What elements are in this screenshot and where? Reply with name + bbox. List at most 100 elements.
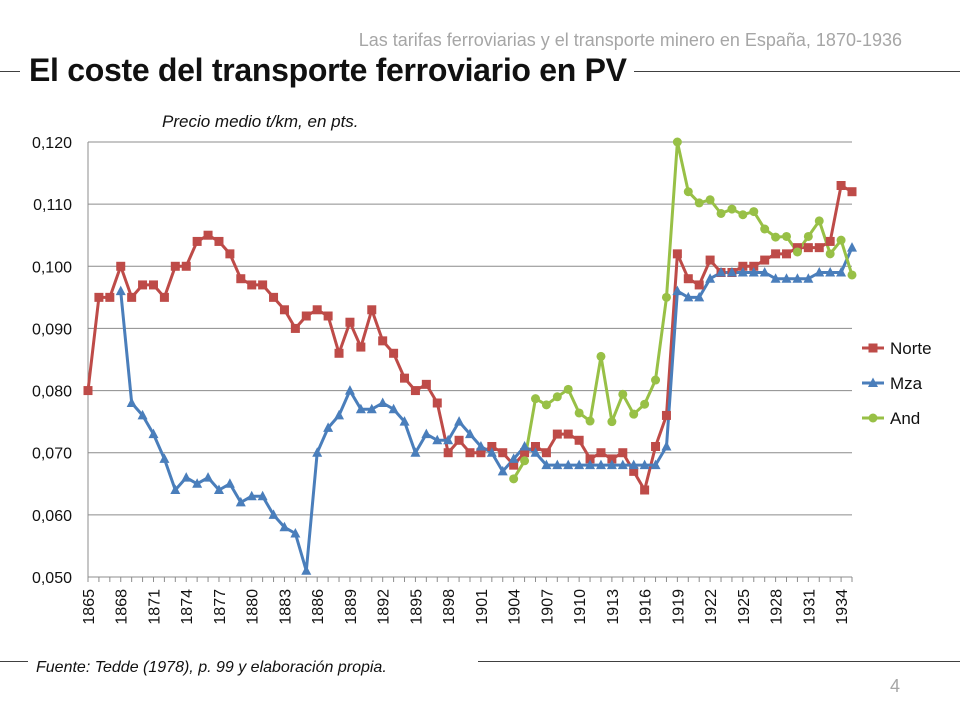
x-tick-label: 1928 <box>769 589 786 625</box>
gridlines <box>88 141 852 516</box>
presentation-header: Las tarifas ferroviarias y el transporte… <box>358 30 902 50</box>
line-chart: 0,050 0,060 0,070 0,080 0,090 0,100 0,110 0,120… <box>32 135 932 625</box>
data-point-norte <box>541 448 551 458</box>
data-point-and <box>640 399 650 409</box>
data-point-norte <box>236 274 246 284</box>
y-tick-label: 0,070 <box>32 446 72 463</box>
data-point-norte <box>629 466 639 476</box>
data-point-mza <box>814 267 825 277</box>
y-tick-label: 0,120 <box>32 135 72 152</box>
x-tick-label: 1889 <box>343 589 360 625</box>
data-point-and <box>651 375 661 385</box>
data-point-norte <box>487 442 497 451</box>
x-tick-label: 1931 <box>801 589 818 625</box>
data-point-norte <box>607 454 617 464</box>
data-point-mza <box>683 291 694 302</box>
y-tick-label: 0,080 <box>32 384 72 401</box>
data-point-and <box>530 394 540 404</box>
data-point-mza <box>137 409 148 420</box>
data-point-norte <box>683 274 693 284</box>
data-point-and <box>509 474 519 484</box>
data-point-norte <box>181 261 191 271</box>
page-number: 4 <box>889 676 900 696</box>
data-point-and <box>749 207 759 217</box>
title-rule-right <box>634 71 960 72</box>
data-point-and <box>716 208 726 218</box>
x-tick-label: 1892 <box>376 589 393 625</box>
title-rule-left <box>0 71 20 72</box>
data-point-mza <box>213 484 224 494</box>
data-point-mza <box>803 273 814 283</box>
legend-label: Norte <box>890 339 932 358</box>
data-point-mza <box>366 403 377 414</box>
data-point-mza <box>475 441 486 451</box>
data-point-mza <box>181 472 192 482</box>
data-point-norte <box>640 485 650 495</box>
data-point-norte <box>749 261 759 271</box>
data-point-mza <box>268 509 279 519</box>
data-point-mza <box>497 465 508 476</box>
data-point-and <box>694 198 704 208</box>
data-point-mza <box>355 403 366 414</box>
data-point-norte <box>400 373 410 383</box>
data-point-mza <box>290 528 301 538</box>
data-point-norte <box>334 348 344 358</box>
data-point-norte <box>618 448 628 458</box>
data-point-mza <box>203 472 214 482</box>
data-point-mza <box>606 459 617 470</box>
y-tick-label: 0,050 <box>32 570 72 587</box>
data-point-and <box>727 204 737 214</box>
legend-marker-norte <box>868 343 878 353</box>
data-point-norte <box>498 448 508 458</box>
data-point-mza <box>639 459 650 470</box>
x-tick-label: 1871 <box>146 589 163 625</box>
y-tick-label: 0,100 <box>32 259 72 276</box>
x-tick-label: 1901 <box>474 589 491 625</box>
data-point-mza <box>115 285 126 296</box>
data-point-norte <box>127 292 137 302</box>
data-point-mza <box>530 447 541 457</box>
data-point-norte <box>312 305 322 315</box>
data-point-norte <box>192 236 202 246</box>
series-line-and <box>512 140 854 480</box>
data-point-mza <box>246 490 257 501</box>
data-point-mza <box>737 267 748 277</box>
data-point-norte <box>803 243 813 253</box>
x-tick-label: 1886 <box>310 589 327 625</box>
data-point-norte <box>138 280 148 290</box>
data-point-mza <box>628 459 639 470</box>
data-point-mza <box>770 273 781 283</box>
data-point-and <box>629 409 639 419</box>
data-point-mza <box>159 453 170 463</box>
data-point-mza <box>836 267 847 277</box>
data-point-norte <box>410 386 420 396</box>
legend-marker-mza <box>868 377 878 387</box>
data-point-norte <box>258 280 268 290</box>
data-point-and <box>825 249 835 259</box>
data-point-mza <box>748 267 759 277</box>
source-note: Fuente: Tedde (1978), p. 99 y elaboració… <box>36 659 387 676</box>
data-point-mza <box>792 273 803 283</box>
data-point-mza <box>694 291 705 302</box>
y-tick-label: 0,110 <box>33 197 72 214</box>
data-point-norte <box>661 410 671 420</box>
data-point-mza <box>617 459 628 470</box>
x-tick-label: 1898 <box>441 589 458 625</box>
y-tick-label: 0,060 <box>32 508 72 525</box>
series-lines <box>86 140 854 573</box>
data-point-norte <box>771 249 781 259</box>
data-point-mza <box>344 385 355 395</box>
data-point-mza <box>825 267 836 277</box>
data-point-mza <box>443 434 454 445</box>
series-markers <box>83 137 857 575</box>
data-point-norte <box>465 448 475 458</box>
data-point-norte <box>760 255 770 265</box>
legend-label: And <box>890 409 920 428</box>
data-point-norte <box>694 280 704 290</box>
data-point-mza <box>465 428 475 439</box>
data-point-norte <box>509 460 519 470</box>
x-axis-tick-labels: 1865 1868 1871 1874 1877 1880 1883 1886 1889 1892… <box>81 589 851 625</box>
data-point-mza <box>705 273 716 283</box>
x-tick-label: 1919 <box>670 589 687 625</box>
data-point-norte <box>651 442 661 451</box>
